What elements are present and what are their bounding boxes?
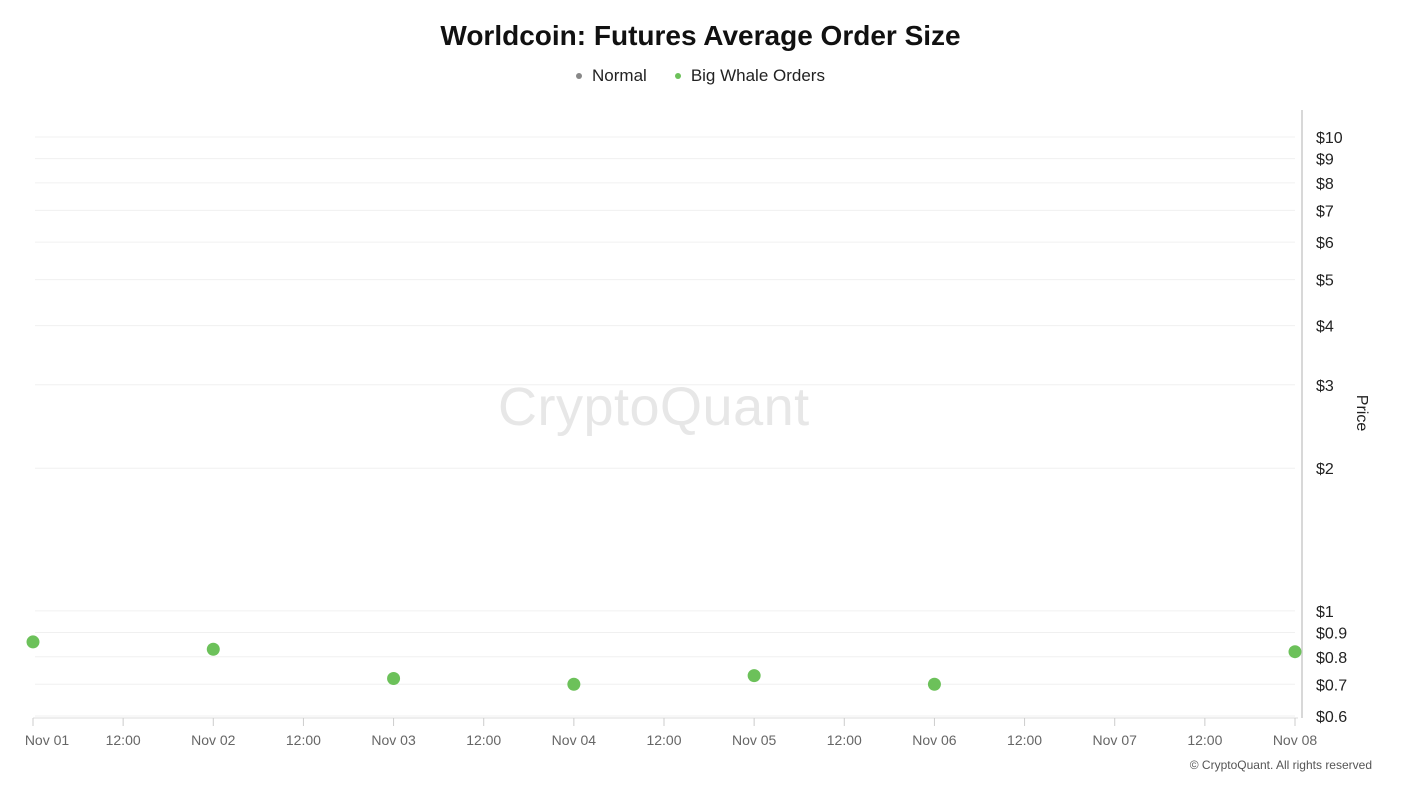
x-tick-label: Nov 08 [1273, 732, 1318, 748]
x-tick-label: Nov 04 [552, 732, 597, 748]
x-tick-label: Nov 02 [191, 732, 236, 748]
x-tick-label: 12:00 [827, 732, 862, 748]
watermark: CryptoQuant [498, 377, 810, 437]
data-point-big-whale-orders[interactable] [747, 669, 761, 683]
data-point-big-whale-orders[interactable] [1288, 645, 1302, 659]
y-tick-label: $4 [1316, 319, 1334, 336]
copyright-notice: © CryptoQuant. All rights reserved [1189, 758, 1372, 772]
legend-item-big-whale-orders[interactable]: Big Whale Orders [674, 66, 825, 86]
y-tick-label: $6 [1316, 235, 1334, 252]
y-tick-label: $7 [1316, 203, 1334, 220]
y-tick-label: $0.7 [1316, 677, 1347, 694]
chart-title: Worldcoin: Futures Average Order Size [440, 20, 961, 51]
data-point-big-whale-orders[interactable] [387, 671, 401, 685]
data-point-big-whale-orders[interactable] [567, 677, 581, 691]
x-tick-label: Nov 01 [25, 732, 70, 748]
data-point-big-whale-orders[interactable] [26, 635, 40, 649]
legend-item-normal[interactable]: Normal [576, 66, 647, 86]
x-tick-label: Nov 07 [1093, 732, 1138, 748]
y-tick-label: $8 [1316, 176, 1334, 193]
legend-marker-big-whale-orders [674, 73, 681, 79]
legend-label-normal: Normal [592, 66, 647, 85]
y-tick-label: $9 [1316, 152, 1334, 169]
y-tick-label: $10 [1316, 130, 1343, 147]
x-tick-label: 12:00 [466, 732, 501, 748]
x-tick-label: Nov 05 [732, 732, 777, 748]
x-tick-label: Nov 06 [912, 732, 957, 748]
y-tick-label: $3 [1316, 378, 1334, 395]
y-tick-label: $1 [1316, 604, 1334, 621]
chart-legend: Normal Big Whale Orders [0, 66, 1401, 86]
y-tick-label: $5 [1316, 273, 1334, 290]
y-tick-label: $0.9 [1316, 626, 1347, 643]
x-tick-label: 12:00 [1187, 732, 1222, 748]
legend-label-big-whale-orders: Big Whale Orders [690, 66, 825, 85]
x-tick-label: 12:00 [106, 732, 141, 748]
y-tick-label: $0.6 [1316, 709, 1347, 726]
x-tick-label: Nov 03 [371, 732, 416, 748]
x-tick-label: 12:00 [1007, 732, 1042, 748]
y-tick-label: $2 [1316, 461, 1334, 478]
x-tick-label: 12:00 [286, 732, 321, 748]
data-point-big-whale-orders[interactable] [927, 677, 941, 691]
y-tick-label: $0.8 [1316, 650, 1347, 667]
y-axis-title: Price [1353, 395, 1370, 432]
data-point-big-whale-orders[interactable] [206, 642, 220, 656]
x-tick-label: 12:00 [646, 732, 681, 748]
legend-marker-normal [576, 73, 583, 79]
